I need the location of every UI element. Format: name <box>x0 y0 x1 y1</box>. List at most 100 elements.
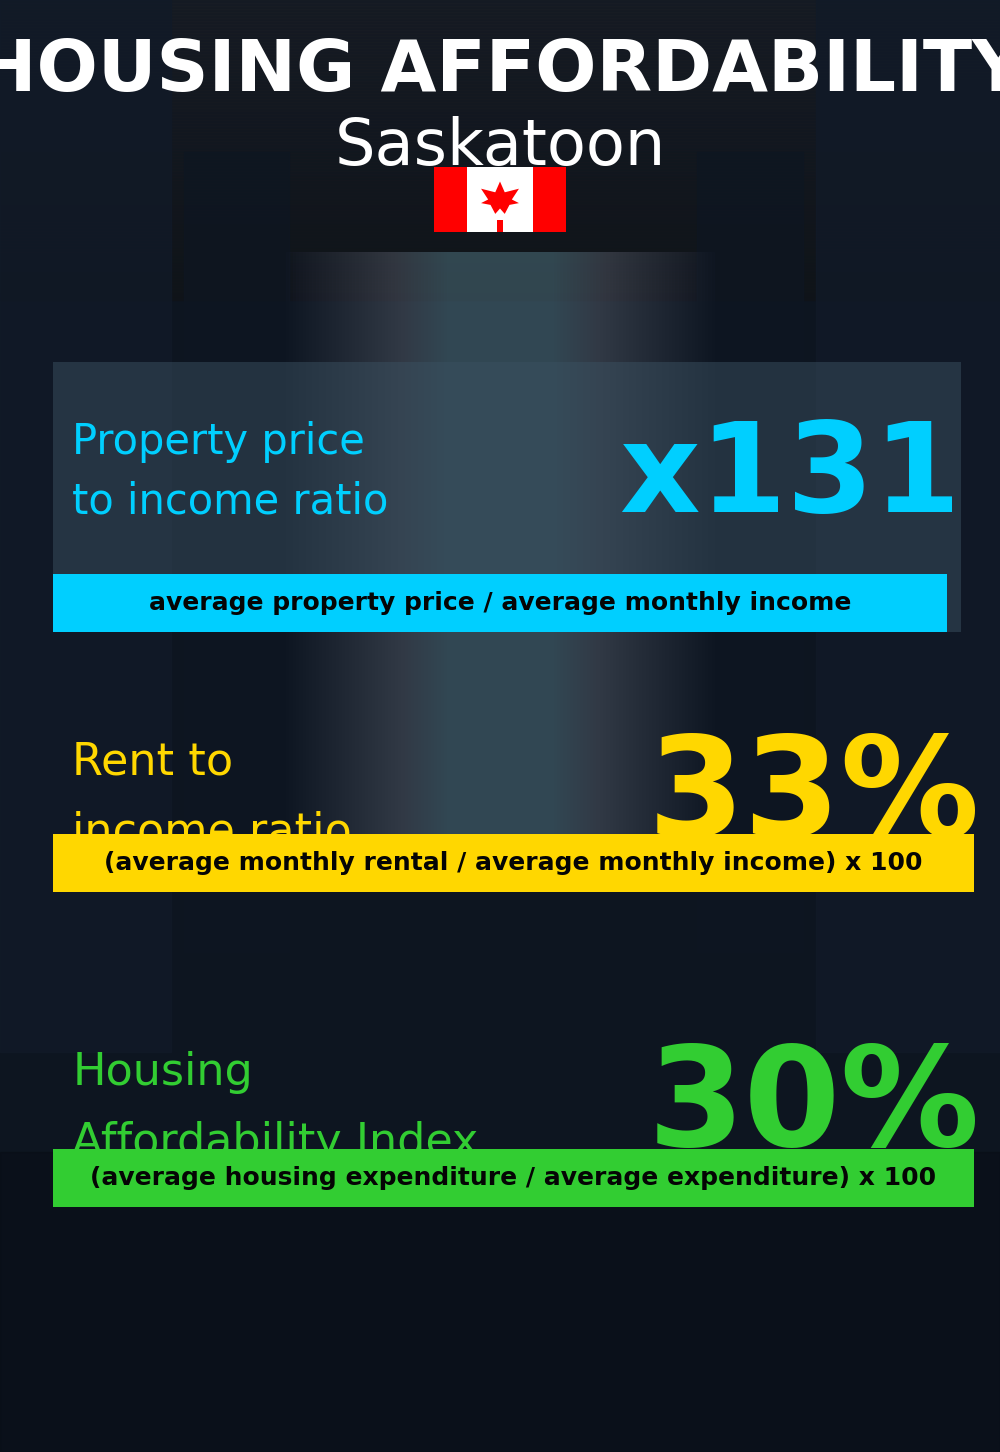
Bar <box>385 253 615 852</box>
Bar <box>0 96 1000 99</box>
Bar <box>0 144 1000 147</box>
Bar <box>0 70 1000 73</box>
Text: Affordability Index: Affordability Index <box>72 1121 479 1163</box>
Bar <box>53 833 974 892</box>
Bar <box>434 253 566 852</box>
Bar <box>326 253 674 852</box>
Bar <box>0 222 1000 225</box>
Polygon shape <box>481 182 519 213</box>
Bar <box>0 126 1000 129</box>
Bar <box>0 138 1000 141</box>
Bar <box>339 253 661 852</box>
Bar <box>0 248 1000 253</box>
Bar <box>0 28 1000 30</box>
Bar <box>0 48 1000 51</box>
Text: Property price: Property price <box>72 421 365 463</box>
Bar <box>0 15 1000 17</box>
Bar <box>0 84 1000 87</box>
Bar <box>0 171 1000 174</box>
Bar <box>0 282 1000 285</box>
Bar <box>352 253 648 852</box>
Bar <box>0 25 1000 28</box>
Bar <box>533 167 566 232</box>
Bar <box>437 253 562 852</box>
Bar <box>0 216 1000 219</box>
Bar <box>0 107 1000 110</box>
Bar <box>434 167 467 232</box>
Bar <box>0 93 1000 96</box>
Bar <box>0 123 1000 126</box>
Bar <box>0 99 1000 102</box>
Bar <box>0 270 1000 273</box>
Bar <box>0 240 1000 242</box>
Bar <box>0 166 1000 168</box>
Bar <box>0 12 1000 15</box>
Bar <box>322 253 678 852</box>
Bar <box>0 150 1000 152</box>
Bar <box>431 253 569 852</box>
Bar <box>0 17 1000 20</box>
Bar <box>372 253 628 852</box>
Bar <box>0 293 1000 298</box>
Bar <box>0 208 1000 211</box>
Bar <box>0 129 1000 132</box>
Bar <box>309 253 691 852</box>
Bar <box>0 81 1000 84</box>
Bar <box>0 258 1000 261</box>
Bar <box>418 253 582 852</box>
Bar <box>0 65 1000 70</box>
Bar <box>0 42 1000 45</box>
Bar <box>0 76 1000 78</box>
Bar <box>0 219 1000 222</box>
Text: (average housing expenditure / average expenditure) x 100: (average housing expenditure / average e… <box>90 1166 936 1191</box>
Bar <box>0 234 1000 237</box>
Bar <box>0 245 1000 248</box>
Bar <box>0 30 1000 33</box>
Bar <box>0 231 1000 234</box>
Bar <box>0 186 1000 189</box>
Bar <box>0 0 1000 3</box>
Bar <box>336 253 664 852</box>
Bar <box>391 253 609 852</box>
Bar <box>0 237 1000 240</box>
Text: (average monthly rental / average monthly income) x 100: (average monthly rental / average monthl… <box>104 851 922 876</box>
Bar <box>332 253 668 852</box>
Bar <box>444 253 556 852</box>
Bar <box>0 147 1000 150</box>
Bar <box>362 253 638 852</box>
Bar <box>299 253 701 852</box>
Bar <box>329 253 671 852</box>
Bar <box>428 253 572 852</box>
Bar <box>0 267 1000 270</box>
Bar <box>408 253 592 852</box>
Bar <box>0 253 1000 256</box>
Bar <box>0 141 1000 144</box>
Bar <box>0 279 1000 282</box>
Bar <box>382 253 618 852</box>
Bar <box>467 167 533 232</box>
Bar <box>0 163 1000 166</box>
Bar <box>0 189 1000 192</box>
Bar <box>0 54 1000 57</box>
Bar <box>0 102 1000 105</box>
Bar <box>0 6 1000 9</box>
Bar <box>0 155 1000 160</box>
Bar <box>0 200 1000 203</box>
Text: average property price / average monthly income: average property price / average monthly… <box>149 591 851 616</box>
Bar <box>0 1151 1000 1452</box>
Bar <box>0 20 1000 25</box>
Text: x131: x131 <box>619 417 961 537</box>
Bar <box>53 1149 974 1207</box>
Bar <box>0 183 1000 186</box>
Bar <box>345 253 655 852</box>
Bar <box>0 192 1000 195</box>
Bar <box>0 168 1000 171</box>
Bar <box>414 253 586 852</box>
Bar <box>293 253 707 852</box>
Bar <box>0 9 1000 12</box>
Text: income ratio: income ratio <box>72 810 352 854</box>
Bar <box>342 253 658 852</box>
Bar <box>53 362 961 632</box>
Bar <box>0 285 1000 287</box>
Text: 33%: 33% <box>648 729 980 864</box>
